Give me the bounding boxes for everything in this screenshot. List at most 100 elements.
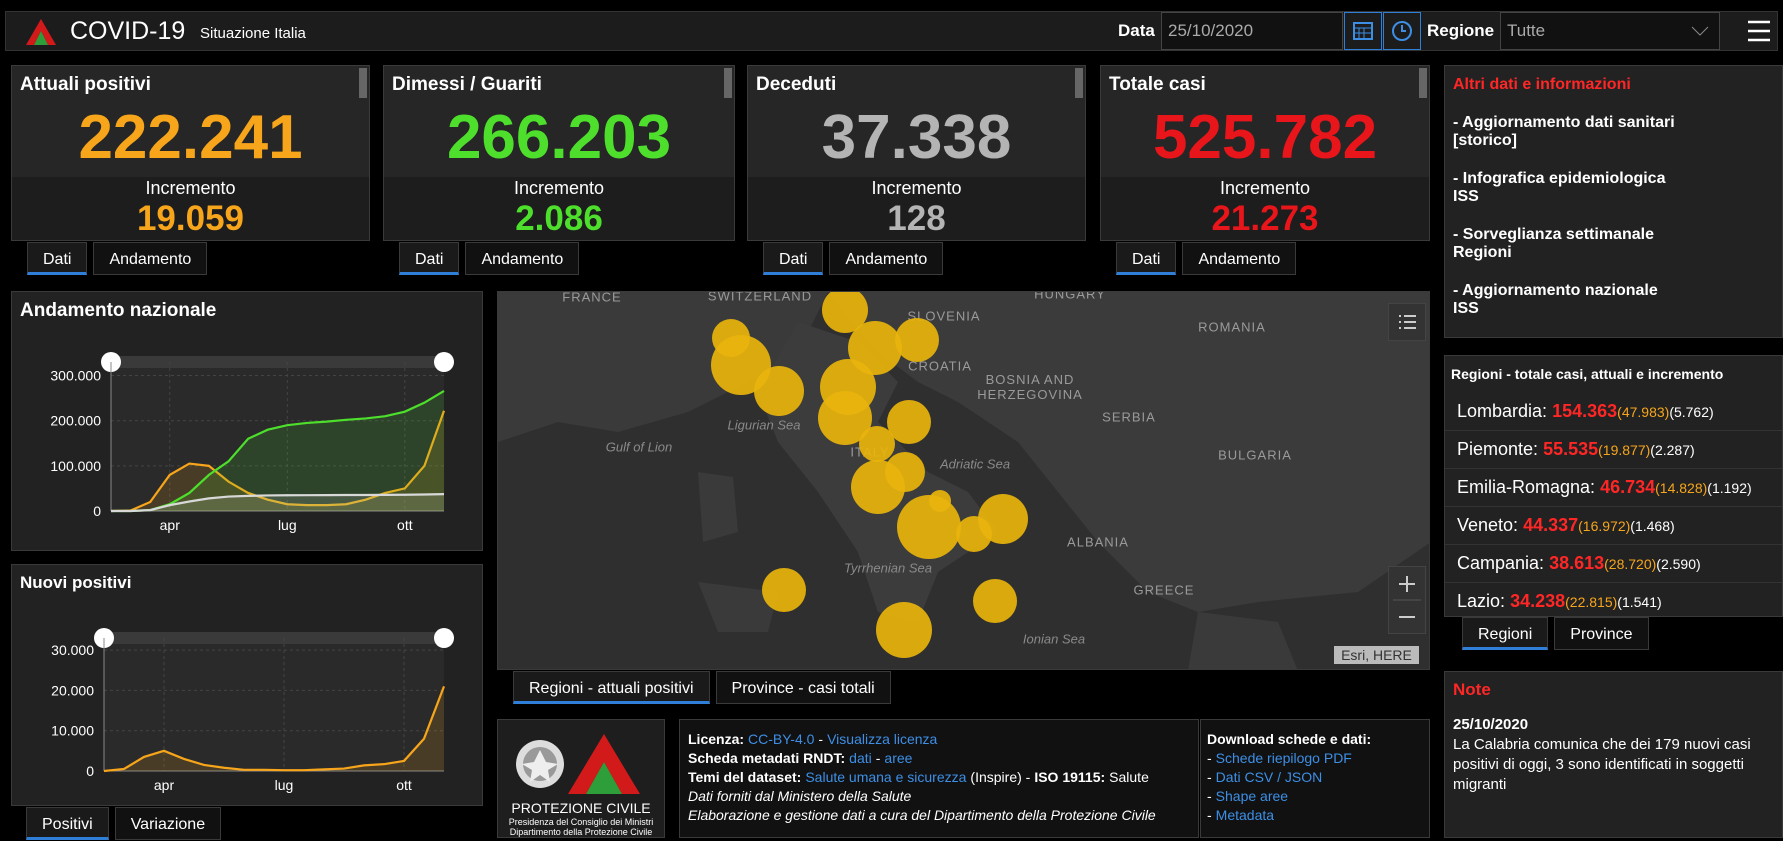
- info-link[interactable]: - Aggiornamento dati sanitari [storico]: [1453, 114, 1675, 149]
- region-total: 44.337: [1523, 515, 1579, 535]
- tab[interactable]: Dati: [763, 242, 824, 275]
- region-name: Veneto:: [1457, 515, 1519, 535]
- date-input[interactable]: 25/10/2020: [1161, 12, 1343, 50]
- region-increment: (2.590): [1656, 556, 1701, 572]
- increment-value: 21.273: [1211, 199, 1319, 238]
- region-total: 34.238: [1510, 591, 1566, 611]
- region-total: 55.535: [1543, 439, 1599, 459]
- regions-panel: Regioni - totale casi, attuali e increme…: [1444, 355, 1783, 617]
- menu-button[interactable]: [1746, 19, 1772, 43]
- x-tick-label: lug: [278, 517, 297, 533]
- tab[interactable]: Andamento: [93, 242, 208, 275]
- bullet: -: [1207, 750, 1212, 766]
- tab[interactable]: Andamento: [829, 242, 944, 275]
- map-bubble[interactable]: [711, 335, 771, 395]
- license-panel: Licenza: CC-BY-4.0- Visualizza licenza Sche…: [679, 719, 1199, 838]
- time-button[interactable]: [1383, 12, 1421, 50]
- logo-subtext: Dipartimento della Protezione Civile: [509, 827, 653, 837]
- tab[interactable]: Variazione: [114, 807, 222, 840]
- chart-tabs: Positivi Variazione: [26, 807, 222, 840]
- license-text: -: [818, 731, 824, 747]
- map-bubble[interactable]: [895, 318, 939, 362]
- tab[interactable]: Positivi: [26, 807, 109, 840]
- national-trend-panel: Andamento nazionale 0 100.000 200.000 300.0…: [11, 291, 483, 551]
- card-title: Attuali positivi: [20, 74, 151, 95]
- license-line: Dati forniti dal Ministero della Salute: [688, 787, 1190, 806]
- map-bubble[interactable]: [973, 579, 1017, 623]
- stat-card: Totale casi 525.782 Incremento 21.273: [1100, 65, 1430, 241]
- map-label: SWITZERLAND: [707, 291, 813, 304]
- series-area: [111, 494, 444, 511]
- scrollbar: [1075, 68, 1083, 98]
- link[interactable]: aree: [884, 750, 913, 766]
- slider-handle[interactable]: [434, 352, 454, 372]
- stat-card: Deceduti 37.338 Incremento 128: [747, 65, 1086, 241]
- map-bubble[interactable]: [848, 321, 902, 375]
- link[interactable]: Metadata: [1215, 807, 1275, 823]
- link[interactable]: Schede riepilogo PDF: [1215, 750, 1352, 766]
- map-bubble[interactable]: [818, 391, 872, 445]
- info-link[interactable]: - Aggiornamento nazionale ISS: [1453, 282, 1658, 317]
- region-name: Campania:: [1457, 553, 1545, 573]
- link[interactable]: Shape aree: [1215, 788, 1289, 804]
- map-bubble[interactable]: [754, 366, 804, 416]
- tab[interactable]: Province - casi totali: [715, 671, 891, 704]
- card-lower: [384, 177, 734, 240]
- link[interactable]: Salute umana e sicurezza: [805, 769, 967, 785]
- region-current: (47.983): [1617, 404, 1670, 420]
- license-text: (Inspire) -: [970, 769, 1031, 785]
- tab[interactable]: Dati: [27, 242, 88, 275]
- link[interactable]: Visualizza licenza: [827, 731, 938, 747]
- increment-label: Incremento: [513, 178, 605, 198]
- info-link[interactable]: - Sorveglianza settimanale Regioni: [1453, 226, 1654, 261]
- map-bubble[interactable]: [762, 568, 806, 612]
- link[interactable]: CC-BY-4.0: [748, 731, 815, 747]
- license-text: Dati forniti dal Ministero della Salute: [688, 788, 912, 804]
- map-bubble[interactable]: [859, 426, 895, 462]
- map-label: FRANCE: [562, 291, 622, 305]
- increment-value: 19.059: [136, 199, 245, 238]
- map-bubble[interactable]: [887, 400, 931, 444]
- map-label: SERBIA: [1102, 409, 1156, 425]
- map-label: ROMANIA: [1198, 319, 1266, 335]
- tab[interactable]: Andamento: [1182, 242, 1297, 275]
- logo-text: PROTEZIONE CIVILE: [511, 800, 651, 816]
- card-value: 37.338: [821, 103, 1012, 172]
- increment-label: Incremento: [871, 178, 962, 198]
- legend-button[interactable]: [1388, 303, 1426, 341]
- tab[interactable]: Regioni - attuali positivi: [513, 671, 710, 704]
- region-current: (14.828): [1655, 480, 1708, 496]
- logo-panel: PROTEZIONE CIVILE Presidenza del Consigl…: [497, 719, 665, 838]
- tab[interactable]: Dati: [1116, 242, 1177, 275]
- region-select[interactable]: Tutte: [1500, 12, 1720, 50]
- download-title: Download schede e dati:: [1207, 731, 1372, 747]
- tab[interactable]: Province: [1554, 617, 1649, 650]
- y-tick-label: 10.000: [51, 723, 94, 739]
- region-row: Piemonte: 55.535(19.877)(2.287): [1445, 430, 1782, 469]
- map-bubble[interactable]: [978, 494, 1028, 544]
- map-bubble[interactable]: [897, 495, 961, 559]
- map[interactable]: FRANCE SWITZERLAND SLOVENIA HUNGARY ROMANIA C…: [497, 291, 1430, 670]
- slider-handle[interactable]: [434, 628, 454, 648]
- region-current: (19.877): [1598, 442, 1651, 458]
- logo-icon: [26, 19, 56, 45]
- logos: [516, 734, 640, 794]
- region-value: Tutte: [1507, 21, 1546, 40]
- link[interactable]: Dati CSV / JSON: [1215, 769, 1323, 785]
- tab[interactable]: Andamento: [465, 242, 580, 275]
- download-item: - Metadata: [1207, 806, 1423, 825]
- link[interactable]: dati: [849, 750, 872, 766]
- bullet: -: [1207, 769, 1212, 785]
- zoom-control[interactable]: [1388, 566, 1426, 634]
- map-bubble[interactable]: [851, 460, 905, 514]
- info-link[interactable]: - Infografica epidemiologica ISS: [1453, 170, 1666, 205]
- map-bubble[interactable]: [876, 602, 932, 658]
- tab[interactable]: Dati: [399, 242, 460, 275]
- tab[interactable]: Regioni: [1462, 617, 1549, 650]
- calendar-button[interactable]: [1344, 12, 1382, 50]
- map-bubble[interactable]: [822, 292, 868, 333]
- download-item: - Schede riepilogo PDF: [1207, 749, 1423, 768]
- y-tick-label: 20.000: [51, 682, 94, 698]
- region-increment: (1.192): [1707, 480, 1752, 496]
- license-text: Licenza:: [688, 731, 745, 747]
